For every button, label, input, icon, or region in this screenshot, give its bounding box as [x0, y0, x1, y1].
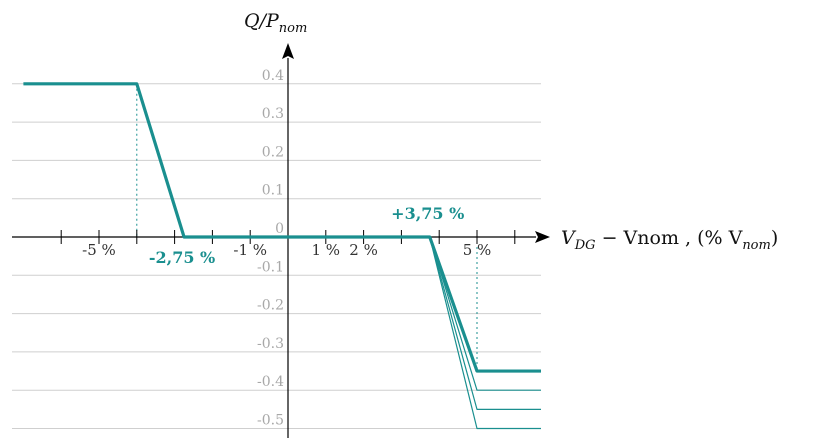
annotation-label: +3,75 %: [391, 204, 464, 223]
x-tick-label: -1 %: [233, 241, 267, 259]
x-tick-label: 1 %: [312, 241, 341, 259]
x-tick-label: -5 %: [82, 241, 116, 259]
y-tick-label: 0.1: [262, 183, 284, 199]
y-axis-arrow: [282, 43, 294, 59]
y-tick-label: 0.4: [262, 68, 284, 84]
x-tick-label: 5 %: [463, 241, 492, 259]
y-tick-label: 0.3: [262, 106, 284, 122]
data-series: [23, 82, 541, 430]
guide-lines: [136, 83, 478, 372]
y-tick-label: -0.1: [257, 259, 284, 275]
x-axis-label: VDG − Vnom , (% Vnom): [561, 227, 778, 253]
grid-lines: [12, 83, 541, 429]
y-tick-label: -0.5: [257, 413, 284, 429]
x-axis-arrow: [535, 231, 550, 243]
variant-curve: [429, 236, 541, 410]
annotation-label: -2,75 %: [149, 248, 215, 267]
y-tick-label: -0.4: [257, 374, 284, 390]
main-curve: [23, 82, 541, 373]
y-tick-label: 0.2: [262, 144, 284, 160]
variant-curve: [429, 236, 541, 391]
y-tick-label: -0.2: [257, 298, 284, 314]
y-tick-label: -0.3: [257, 336, 284, 352]
x-tick-label: 2 %: [349, 241, 378, 259]
y-axis-label: Q/Pnom: [244, 10, 307, 36]
y-tick-label: 0: [275, 221, 284, 237]
annotations: -2,75 % +3,75 %: [149, 204, 464, 267]
y-tick-labels: 0.4 0.3 0.2 0.1 0 -0.1 -0.2 -0.3 -0.4 -0.5: [257, 68, 284, 429]
variant-curve: [429, 236, 541, 430]
